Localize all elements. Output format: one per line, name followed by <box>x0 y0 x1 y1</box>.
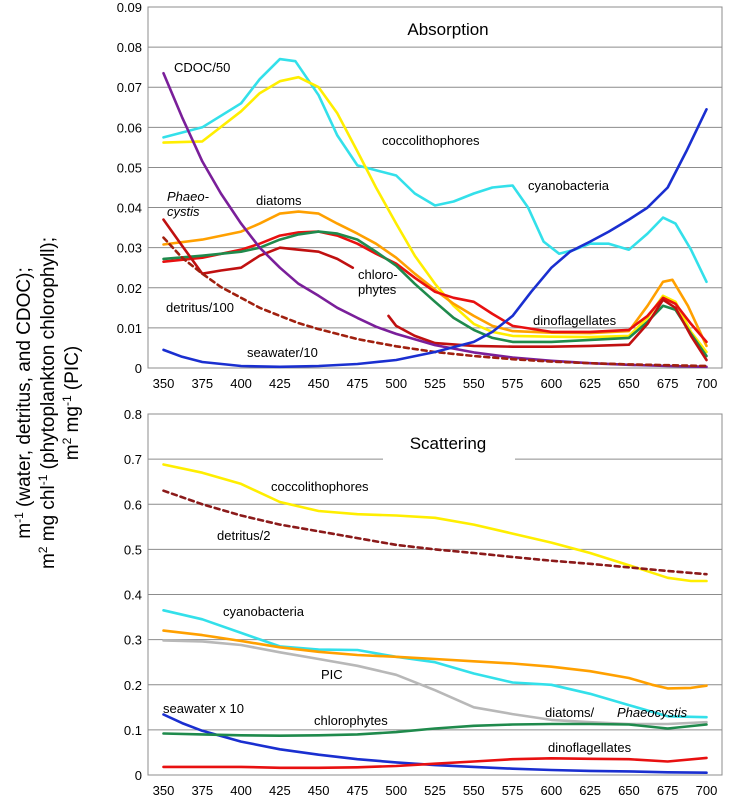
series-label: dinoflagellates <box>533 313 617 328</box>
x-tick-label: 575 <box>502 376 524 391</box>
series-diatoms-phaeocystis <box>162 629 708 690</box>
series-label: Phaeocystis <box>617 705 688 720</box>
y-tick-label: 0.04 <box>117 201 142 216</box>
x-tick-label: 625 <box>579 783 601 798</box>
x-tick-label: 700 <box>696 376 718 391</box>
x-tick-label: 500 <box>385 376 407 391</box>
series-detritus-100 <box>162 236 708 368</box>
y-tick-label: 0.07 <box>117 80 142 95</box>
x-tick-label: 400 <box>230 376 252 391</box>
x-tick-label: 350 <box>153 376 175 391</box>
x-tick-label: 650 <box>618 376 640 391</box>
y-axis-label: m-1 (water, detritus, and CDOC); m2 mg c… <box>12 237 83 569</box>
x-tick-label: 675 <box>657 376 679 391</box>
y-tick-label: 0.7 <box>124 452 142 467</box>
x-tick-label: 600 <box>540 783 562 798</box>
x-tick-label: 550 <box>463 376 485 391</box>
series-diatoms <box>162 210 708 348</box>
x-tick-label: 450 <box>308 783 330 798</box>
x-tick-label: 550 <box>463 783 485 798</box>
series-coccolithophores <box>162 75 708 354</box>
series-label: cyanobacteria <box>223 604 305 619</box>
series-phaeocystis <box>162 218 708 362</box>
series-label: detritus/100 <box>166 300 234 315</box>
y-tick-label: 0.5 <box>124 542 142 557</box>
y-tick-label: 0 <box>135 768 142 783</box>
series-detritus-2 <box>162 489 708 576</box>
title-background <box>383 429 515 461</box>
x-tick-label: 375 <box>191 376 213 391</box>
x-tick-label: 425 <box>269 376 291 391</box>
series-dinoflagellates <box>162 756 708 770</box>
y-tick-label: 0 <box>135 361 142 376</box>
plot-frame <box>147 6 723 369</box>
x-tick-label: 450 <box>308 376 330 391</box>
x-tick-label: 700 <box>696 783 718 798</box>
y-tick-label: 0.02 <box>117 281 142 296</box>
series-seawater-10 <box>162 108 708 369</box>
series-coccolithophores <box>162 463 708 583</box>
y-tick-label: 0.3 <box>124 633 142 648</box>
y-tick-label: 0.8 <box>124 407 142 422</box>
chart-title: Scattering <box>410 434 487 453</box>
y-tick-label: 0.06 <box>117 120 142 135</box>
x-tick-label: 475 <box>347 376 369 391</box>
series-label: Phaeo- <box>167 189 210 204</box>
series-cdoc-50 <box>162 71 708 369</box>
series-label: cystis <box>167 204 200 219</box>
y-tick-label: 0.1 <box>124 723 142 738</box>
series-label: CDOC/50 <box>174 60 230 75</box>
x-tick-label: 525 <box>424 376 446 391</box>
absorption-panel: 0 0.01 0.02 0.03 0.04 0.05 0.06 0.07 0.08 0.09 350… <box>117 0 723 391</box>
y-tick-label: 0.2 <box>124 678 142 693</box>
series-cyanobacteria <box>162 57 708 284</box>
scattering-panel: 0 0.1 0.2 0.3 0.4 0.5 0.6 0.7 0.8 350 375 400 425 450… <box>124 407 723 798</box>
x-tick-label: 625 <box>579 376 601 391</box>
x-tick-label: 400 <box>230 783 252 798</box>
plot-frame <box>147 413 723 776</box>
x-tick-label: 600 <box>540 376 562 391</box>
y-tick-label: 0.6 <box>124 497 142 512</box>
x-tick-label: 375 <box>191 783 213 798</box>
series-chlorophytes <box>162 722 708 737</box>
series-label: chloro- <box>358 267 398 282</box>
y-tick-label: 0.4 <box>124 588 142 603</box>
series-label: diatoms/ <box>545 705 595 720</box>
x-tick-label: 575 <box>502 783 524 798</box>
series-label: PIC <box>321 667 343 682</box>
series-label: coccolithophores <box>382 133 480 148</box>
y-axis-label-line-3: m2 mg-1 (PIC) <box>60 346 83 460</box>
y-tick-label: 0.03 <box>117 241 142 256</box>
y-axis-label-line-1: m-1 (water, detritus, and CDOC); <box>12 267 35 538</box>
x-tick-label: 675 <box>657 783 679 798</box>
series-label: detritus/2 <box>217 528 270 543</box>
y-tick-label: 0.05 <box>117 160 142 175</box>
series-dinoflagellates <box>162 230 708 344</box>
x-tick-label: 350 <box>153 783 175 798</box>
series-cyanobacteria <box>162 609 708 719</box>
y-axis-label-line-2: m2 mg chl-1 (phytoplankton chlorophyll); <box>36 237 59 569</box>
y-tick-label: 0.01 <box>117 321 142 336</box>
chart-title: Absorption <box>407 20 488 39</box>
series-chlorophytes <box>162 230 708 358</box>
y-tick-label: 0.09 <box>117 0 142 15</box>
x-tick-label: 475 <box>347 783 369 798</box>
series-label: phytes <box>358 282 397 297</box>
x-tick-label: 525 <box>424 783 446 798</box>
y-tick-label: 0.08 <box>117 40 142 55</box>
series-label: coccolithophores <box>271 479 369 494</box>
series-label: diatoms <box>256 193 302 208</box>
series-label: dinoflagellates <box>548 740 632 755</box>
series-label: seawater x 10 <box>163 701 244 716</box>
series-label: seawater/10 <box>247 345 318 360</box>
series-label: cyanobacteria <box>528 178 610 193</box>
x-tick-label: 650 <box>618 783 640 798</box>
title-background <box>380 14 518 46</box>
x-tick-label: 500 <box>385 783 407 798</box>
x-tick-label: 425 <box>269 783 291 798</box>
series-label: chlorophytes <box>314 713 388 728</box>
